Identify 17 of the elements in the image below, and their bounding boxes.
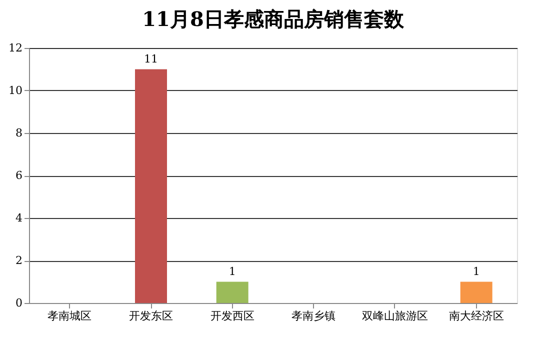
x-tick-label: 孝南乡镇 <box>292 310 336 322</box>
x-tick-label: 开发东区 <box>129 310 173 322</box>
y-tick-label: 10 <box>8 84 22 97</box>
y-tick-label: 2 <box>16 254 22 267</box>
data-label: 1 <box>472 264 480 278</box>
y-tick-label: 6 <box>16 169 22 182</box>
x-tick-label: 双峰山旅游区 <box>362 310 428 322</box>
chart-title: 11月8日孝感商品房销售套数 <box>142 7 405 31</box>
data-label: 11 <box>144 52 158 66</box>
x-tick-label: 孝南城区 <box>48 310 92 322</box>
y-tick-label: 0 <box>16 296 22 310</box>
x-tick-label: 南大经济区 <box>448 310 504 322</box>
y-tick-label: 12 <box>8 42 22 54</box>
data-label: 1 <box>228 264 236 278</box>
y-tick-label: 8 <box>16 126 22 140</box>
x-tick-label: 开发西区 <box>210 310 254 322</box>
y-tick-label: 4 <box>16 212 22 224</box>
